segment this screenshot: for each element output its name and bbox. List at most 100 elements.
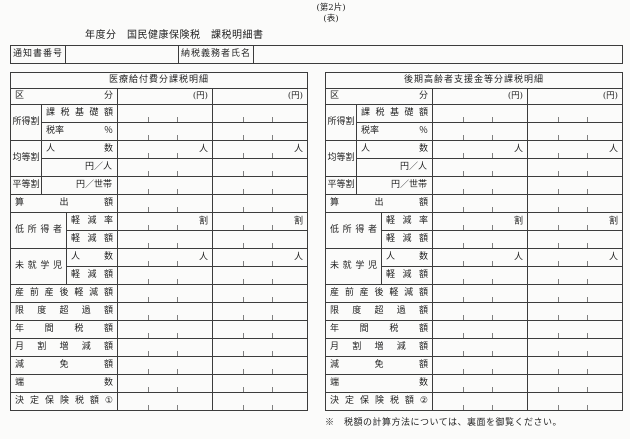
person-unit: 人 <box>198 144 208 154</box>
notice-number-label: 通知書番号 <box>10 45 66 64</box>
value-cell: 割 <box>117 212 213 231</box>
prenatal-reduction-label: 産前産後軽減額 <box>325 284 433 303</box>
per-capita-group-label: 均等割 <box>10 140 42 177</box>
value-cell <box>212 320 308 339</box>
wari-unit: 割 <box>198 216 208 226</box>
value-cell <box>117 338 213 357</box>
monthly-adjustment-label: 月割増減額 <box>325 338 433 357</box>
taxpayer-name-value <box>253 45 623 64</box>
monthly-adjustment-label: 月割増減額 <box>10 338 118 357</box>
value-cell <box>432 230 528 249</box>
exemption-label: 減免額 <box>325 356 433 375</box>
value-cell <box>527 194 623 213</box>
person-unit: 人 <box>513 252 523 262</box>
page-tags: (第2片) (表) <box>283 3 379 24</box>
value-cell <box>117 230 213 249</box>
calculated-amount-label: 算出額 <box>325 194 433 213</box>
value-cell <box>117 266 213 285</box>
document-title: 年度分 国民健康保険税 課税明細書 <box>85 30 264 41</box>
person-unit: 人 <box>608 252 618 262</box>
person-count-label: 人数 <box>356 140 433 159</box>
value-cell <box>117 194 213 213</box>
value-cell: 人 <box>432 140 528 159</box>
value-cell: 人 <box>527 248 623 267</box>
value-cell <box>212 284 308 303</box>
table-title: 後期高齢者支援金等分課税明細 <box>325 72 623 89</box>
yen-unit-header: (円) <box>432 88 528 105</box>
value-cell <box>432 356 528 375</box>
value-cell <box>117 356 213 375</box>
value-cell <box>527 374 623 393</box>
value-cell <box>527 104 623 123</box>
taxpayer-name-label: 納税義務者氏名 <box>178 45 254 64</box>
footer-note: ※ 税額の計算方法については、裏面を御覧ください。 <box>325 418 563 428</box>
value-cell <box>117 302 213 321</box>
value-cell <box>212 374 308 393</box>
kubun-header: 区分 <box>10 88 118 105</box>
elderly-support-portion-table: 後期高齢者支援金等分課税明細 区分 (円) (円) 所得割 課税基礎額 税率％ … <box>325 72 623 411</box>
value-cell <box>117 158 213 177</box>
yen-per-household-label: 円／世帯 <box>356 176 433 195</box>
value-cell: 人 <box>432 248 528 267</box>
taxable-base-label: 課税基礎額 <box>356 104 433 123</box>
reduction-amount-label: 軽減額 <box>66 266 118 285</box>
kubun-header: 区分 <box>325 88 433 105</box>
value-cell: 人 <box>212 248 308 267</box>
value-cell <box>432 122 528 141</box>
value-cell <box>527 266 623 285</box>
medical-portion-table: 医療給付費分課税明細 区分 (円) (円) 所得割 課税基礎額 税率％ 均等割 … <box>10 72 308 411</box>
value-cell <box>117 320 213 339</box>
preschool-group-label: 未就学児 <box>325 248 382 285</box>
value-cell <box>527 356 623 375</box>
value-cell <box>432 176 528 195</box>
person-count-label: 人数 <box>381 248 433 267</box>
value-cell <box>117 104 213 123</box>
annual-tax-label: 年間税額 <box>325 320 433 339</box>
value-cell <box>527 122 623 141</box>
income-levy-group-label: 所得割 <box>325 104 357 141</box>
value-cell: 人 <box>117 140 213 159</box>
value-cell <box>117 284 213 303</box>
yen-per-person-label: 円／人 <box>356 158 433 177</box>
reduction-amount-label: 軽減額 <box>381 266 433 285</box>
annual-tax-label: 年間税額 <box>10 320 118 339</box>
value-cell <box>527 392 623 411</box>
value-cell <box>212 266 308 285</box>
value-cell <box>212 158 308 177</box>
value-cell <box>212 392 308 411</box>
household-group-label: 平等割 <box>10 176 42 195</box>
value-cell: 割 <box>432 212 528 231</box>
tax-rate-label: 税率％ <box>41 122 118 141</box>
value-cell <box>527 338 623 357</box>
value-cell <box>212 338 308 357</box>
value-cell <box>432 266 528 285</box>
value-cell <box>212 194 308 213</box>
value-cell <box>212 230 308 249</box>
household-group-label: 平等割 <box>325 176 357 195</box>
value-cell <box>212 176 308 195</box>
value-cell <box>432 284 528 303</box>
value-cell <box>212 302 308 321</box>
limit-excess-label: 限度超過額 <box>10 302 118 321</box>
value-cell <box>432 392 528 411</box>
value-cell <box>432 320 528 339</box>
low-income-group-label: 低所得者 <box>325 212 382 249</box>
taxable-base-label: 課税基礎額 <box>41 104 118 123</box>
per-capita-group-label: 均等割 <box>325 140 357 177</box>
preschool-group-label: 未就学児 <box>10 248 67 285</box>
value-cell <box>432 104 528 123</box>
value-cell: 人 <box>212 140 308 159</box>
value-cell <box>527 230 623 249</box>
value-cell <box>527 302 623 321</box>
income-levy-group-label: 所得割 <box>10 104 42 141</box>
person-unit: 人 <box>293 252 303 262</box>
yen-per-person-label: 円／人 <box>41 158 118 177</box>
yen-unit-header: (円) <box>527 88 623 105</box>
table-title: 医療給付費分課税明細 <box>10 72 308 89</box>
wari-unit: 割 <box>513 216 523 226</box>
value-cell <box>432 338 528 357</box>
low-income-group-label: 低所得者 <box>10 212 67 249</box>
yen-unit-header: (円) <box>117 88 213 105</box>
notify-header-table: 通知書番号 納税義務者氏名 <box>10 45 623 64</box>
limit-excess-label: 限度超過額 <box>325 302 433 321</box>
